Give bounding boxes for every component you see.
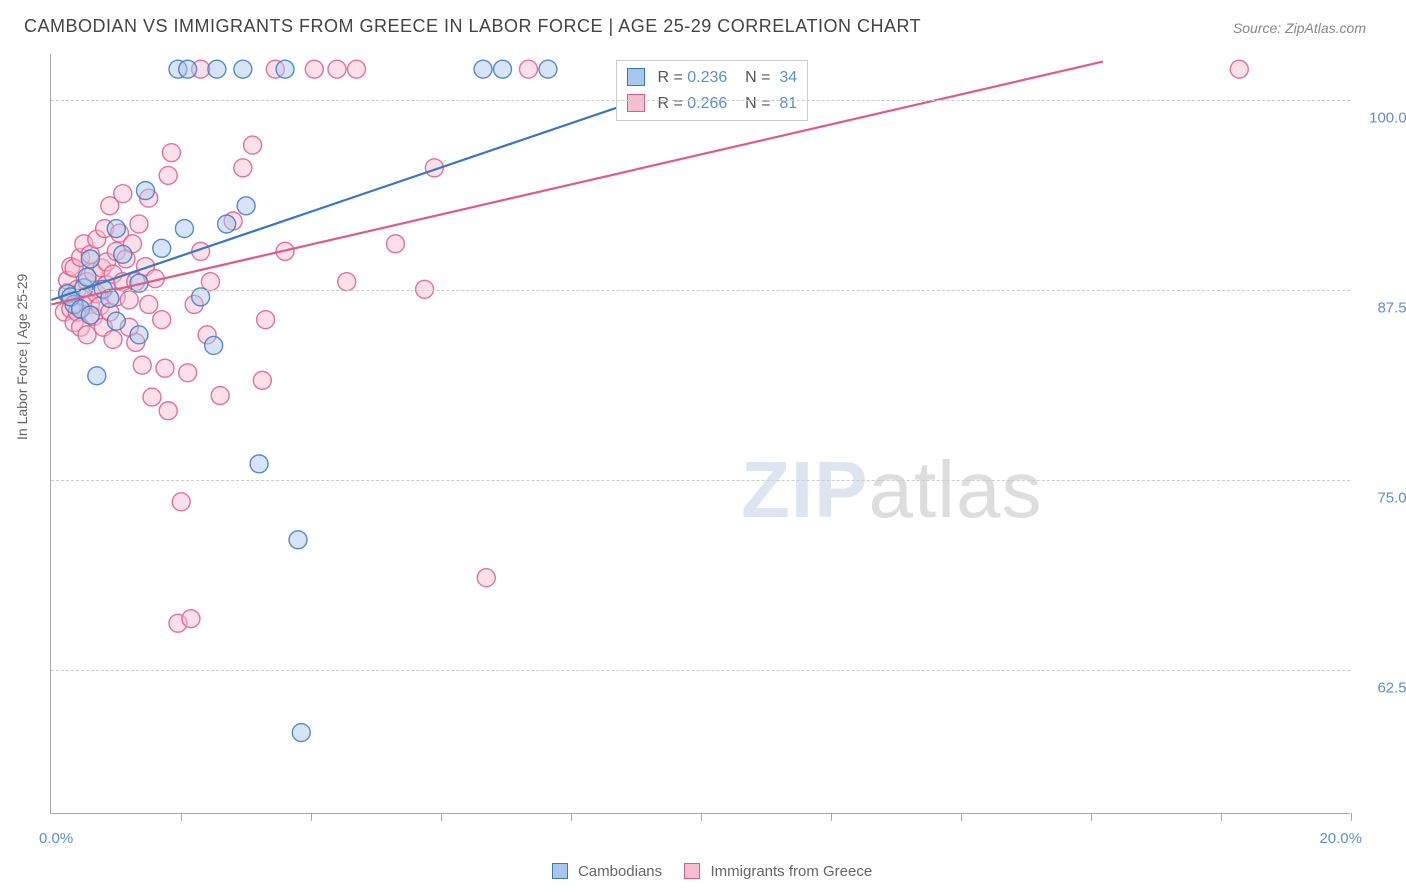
x-tick xyxy=(311,813,312,821)
x-tick xyxy=(701,813,702,821)
scatter-point-a xyxy=(81,250,99,268)
scatter-point-a xyxy=(208,60,226,78)
swatch-a-icon xyxy=(627,68,645,86)
scatter-point-a xyxy=(539,60,557,78)
gridline-h xyxy=(51,100,1350,101)
y-tick-label: 87.5% xyxy=(1360,299,1406,316)
scatter-point-b xyxy=(182,610,200,628)
plot-area: R = 0.236 N = 34 R = 0.266 N = 81 ZIPatl… xyxy=(50,54,1350,814)
gridline-h xyxy=(51,670,1350,671)
scatter-point-a xyxy=(205,336,223,354)
scatter-point-b xyxy=(133,356,151,374)
x-axis-max-label: 20.0% xyxy=(1319,830,1362,847)
trend-line-b xyxy=(51,62,1103,305)
plot-svg xyxy=(51,54,1350,813)
scatter-point-a xyxy=(250,455,268,473)
scatter-point-b xyxy=(159,166,177,184)
x-tick xyxy=(831,813,832,821)
scatter-point-a xyxy=(175,220,193,238)
scatter-point-b xyxy=(104,330,122,348)
scatter-point-b xyxy=(179,364,197,382)
x-tick xyxy=(441,813,442,821)
scatter-point-b xyxy=(305,60,323,78)
y-axis-title: In Labor Force | Age 25-29 xyxy=(14,274,30,440)
scatter-point-b xyxy=(143,388,161,406)
scatter-point-a xyxy=(78,268,96,286)
correlation-legend-box: R = 0.236 N = 34 R = 0.266 N = 81 xyxy=(616,60,808,121)
x-axis-min-label: 0.0% xyxy=(39,830,73,847)
scatter-point-a xyxy=(107,220,125,238)
scatter-point-b xyxy=(347,60,365,78)
scatter-point-b xyxy=(130,215,148,233)
scatter-point-b xyxy=(328,60,346,78)
scatter-point-b xyxy=(140,295,158,313)
chart-title: CAMBODIAN VS IMMIGRANTS FROM GREECE IN L… xyxy=(24,16,921,37)
scatter-point-b xyxy=(211,387,229,405)
source-attribution: Source: ZipAtlas.com xyxy=(1233,20,1366,36)
scatter-point-a xyxy=(234,60,252,78)
scatter-point-b xyxy=(156,359,174,377)
scatter-point-b xyxy=(162,144,180,162)
scatter-point-b xyxy=(159,402,177,420)
x-tick xyxy=(1091,813,1092,821)
scatter-point-b xyxy=(257,311,275,329)
scatter-point-a xyxy=(237,197,255,215)
scatter-point-b xyxy=(153,311,171,329)
scatter-point-a xyxy=(130,326,148,344)
scatter-point-a xyxy=(88,367,106,385)
scatter-point-b xyxy=(386,235,404,253)
legend-label-b: Immigrants from Greece xyxy=(711,863,873,880)
scatter-point-b xyxy=(519,60,537,78)
correlation-row-a: R = 0.236 N = 34 xyxy=(627,65,797,91)
scatter-point-a xyxy=(292,724,310,742)
scatter-point-b xyxy=(338,273,356,291)
legend-label-a: Cambodians xyxy=(578,863,662,880)
scatter-point-b xyxy=(234,159,252,177)
scatter-point-a xyxy=(289,531,307,549)
scatter-point-a xyxy=(107,312,125,330)
scatter-point-b xyxy=(244,136,262,154)
scatter-point-a xyxy=(218,215,236,233)
x-tick xyxy=(571,813,572,821)
scatter-point-a xyxy=(494,60,512,78)
scatter-point-a xyxy=(136,182,154,200)
scatter-point-b xyxy=(172,493,190,511)
x-tick xyxy=(1351,813,1352,821)
scatter-point-a xyxy=(153,239,171,257)
swatch-b-icon xyxy=(627,94,645,112)
scatter-point-a xyxy=(276,60,294,78)
gridline-h xyxy=(51,290,1350,291)
scatter-point-b xyxy=(1230,60,1248,78)
scatter-point-a xyxy=(114,245,132,263)
y-tick-label: 75.0% xyxy=(1360,489,1406,506)
scatter-point-b xyxy=(78,326,96,344)
legend-swatch-a-icon xyxy=(552,863,568,879)
scatter-point-b xyxy=(253,371,271,389)
scatter-point-a xyxy=(474,60,492,78)
x-tick xyxy=(1221,813,1222,821)
legend-swatch-b-icon xyxy=(684,863,700,879)
scatter-point-b xyxy=(120,291,138,309)
correlation-row-b: R = 0.266 N = 81 xyxy=(627,91,797,117)
y-tick-label: 100.0% xyxy=(1360,109,1406,126)
legend-bottom: Cambodians Immigrants from Greece xyxy=(0,863,1406,880)
x-tick xyxy=(961,813,962,821)
scatter-point-a xyxy=(179,60,197,78)
scatter-point-a xyxy=(81,306,99,324)
scatter-point-b xyxy=(114,185,132,203)
x-tick xyxy=(181,813,182,821)
gridline-h xyxy=(51,480,1350,481)
y-tick-label: 62.5% xyxy=(1360,679,1406,696)
scatter-point-b xyxy=(477,569,495,587)
